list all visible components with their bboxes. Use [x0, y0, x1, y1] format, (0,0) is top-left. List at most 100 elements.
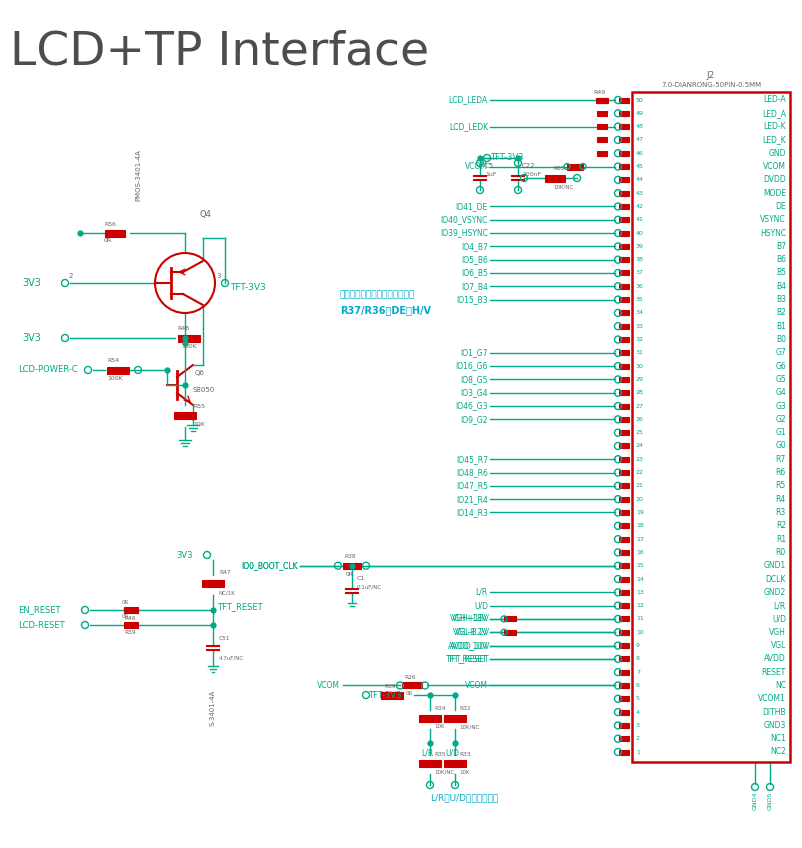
Text: TFT_RESET: TFT_RESET: [448, 655, 489, 663]
Bar: [618, 364, 628, 369]
Bar: [618, 470, 628, 475]
Bar: [618, 736, 628, 741]
Text: S8050: S8050: [192, 387, 215, 393]
Text: R46: R46: [124, 616, 136, 621]
Text: 100K: 100K: [180, 344, 196, 349]
Text: B0: B0: [775, 335, 785, 344]
Bar: [618, 111, 628, 116]
Text: R32: R32: [459, 706, 470, 711]
Text: TFT_RESET: TFT_RESET: [217, 602, 262, 611]
Text: 2: 2: [69, 273, 73, 279]
Bar: [596, 111, 606, 116]
Bar: [618, 124, 628, 129]
Text: U/D: U/D: [473, 601, 488, 610]
Text: HSYNC: HSYNC: [759, 229, 785, 237]
Text: IO21_R4: IO21_R4: [456, 494, 488, 504]
Bar: [618, 603, 628, 608]
Text: C22: C22: [521, 163, 535, 169]
Text: 37: 37: [635, 271, 643, 276]
Bar: [596, 98, 606, 103]
Text: PMOS-3401-4A: PMOS-3401-4A: [135, 149, 141, 201]
Bar: [618, 497, 628, 502]
Bar: [618, 324, 628, 329]
Text: 33: 33: [635, 324, 643, 329]
Bar: [402, 683, 422, 689]
Text: 13: 13: [635, 590, 643, 594]
Text: DITHB: DITHB: [761, 707, 785, 717]
Text: R7: R7: [775, 455, 785, 464]
Bar: [618, 164, 628, 169]
Bar: [444, 760, 465, 767]
Text: C1: C1: [357, 576, 365, 581]
Text: 10K/NC: 10K/NC: [553, 185, 573, 189]
Bar: [618, 98, 628, 103]
Text: 34: 34: [635, 310, 643, 315]
Text: 6: 6: [635, 683, 639, 688]
Text: 35: 35: [635, 297, 643, 302]
Bar: [124, 607, 138, 613]
Text: 15: 15: [635, 563, 643, 568]
Text: GND: GND: [768, 148, 785, 158]
Bar: [618, 722, 628, 728]
Text: IO0_BOOT_CLK: IO0_BOOT_CLK: [241, 561, 298, 570]
Text: R0: R0: [775, 548, 785, 557]
Text: 30: 30: [635, 364, 643, 369]
Bar: [618, 297, 628, 302]
Bar: [419, 760, 440, 767]
Bar: [618, 510, 628, 515]
Text: 8: 8: [635, 656, 639, 661]
Text: TFT-3V3: TFT-3V3: [367, 690, 401, 700]
Text: TFT-3V3: TFT-3V3: [229, 283, 265, 293]
Text: Q4: Q4: [200, 210, 212, 220]
Text: 48: 48: [635, 124, 643, 129]
Text: R59: R59: [124, 631, 136, 635]
Text: IO8_G5: IO8_G5: [460, 375, 488, 384]
Bar: [618, 537, 628, 542]
Text: IO0_BOOT_CLK: IO0_BOOT_CLK: [241, 561, 298, 570]
Bar: [618, 271, 628, 276]
Text: 16: 16: [635, 550, 643, 555]
Text: 9: 9: [635, 643, 639, 648]
Bar: [618, 151, 628, 156]
Bar: [596, 124, 606, 129]
Text: 41: 41: [635, 217, 643, 222]
Text: 14: 14: [635, 577, 643, 582]
Text: 20: 20: [635, 497, 643, 502]
Text: 42: 42: [635, 204, 643, 209]
Bar: [618, 696, 628, 701]
Text: R35: R35: [433, 751, 445, 756]
Text: 17: 17: [635, 537, 643, 542]
Text: IO1_G7: IO1_G7: [460, 349, 488, 357]
Text: 1uF: 1uF: [484, 171, 496, 176]
Text: 18: 18: [635, 523, 643, 528]
Text: R39: R39: [383, 683, 395, 689]
Bar: [618, 577, 628, 582]
Text: B4: B4: [775, 282, 785, 291]
Bar: [566, 164, 582, 170]
Bar: [618, 670, 628, 675]
Text: LED_K: LED_K: [761, 136, 785, 144]
Text: 24: 24: [635, 444, 643, 449]
Bar: [380, 691, 403, 699]
Bar: [618, 643, 628, 648]
Text: IO5_B6: IO5_B6: [460, 255, 488, 265]
Text: 数据传输模式选择，预留上下拉: 数据传输模式选择，预留上下拉: [339, 291, 415, 299]
Text: VCOM: VCOM: [317, 681, 339, 690]
Text: VCOM1: VCOM1: [757, 695, 785, 703]
Bar: [618, 310, 628, 315]
Text: LCD-RESET: LCD-RESET: [18, 621, 64, 629]
Text: R49: R49: [593, 90, 606, 94]
Text: C51: C51: [219, 635, 230, 640]
Text: R37/R36选DE和H/V: R37/R36选DE和H/V: [339, 305, 431, 315]
Text: R6: R6: [775, 468, 785, 477]
Text: G3: G3: [774, 402, 785, 410]
Text: VGL-8.2V: VGL-8.2V: [452, 628, 488, 637]
Bar: [444, 715, 465, 722]
Text: 22: 22: [635, 470, 643, 475]
Text: IO4_B7: IO4_B7: [460, 242, 488, 251]
Bar: [618, 563, 628, 568]
Bar: [618, 750, 628, 755]
Text: 0.1uF/NC: 0.1uF/NC: [357, 584, 382, 589]
Text: B2: B2: [776, 309, 785, 317]
Text: G2: G2: [775, 415, 785, 424]
